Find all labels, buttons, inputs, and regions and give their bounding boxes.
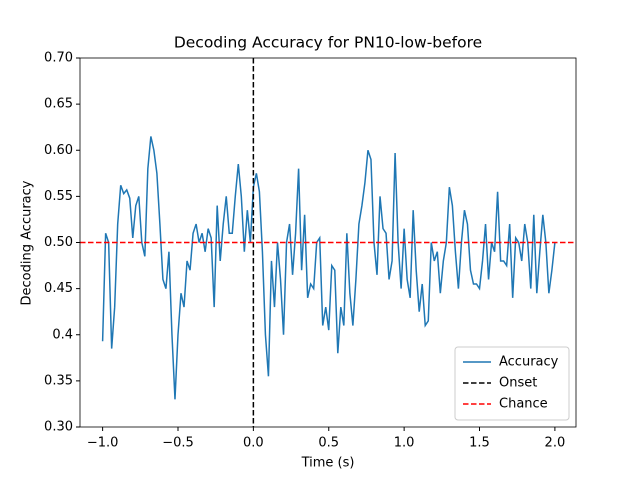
- y-tick-label: 0.45: [44, 281, 73, 296]
- x-tick-label: 2.0: [545, 436, 566, 451]
- legend-label: Onset: [499, 376, 537, 391]
- x-tick-label: −0.5: [162, 436, 194, 451]
- plot-frame: [79, 57, 577, 428]
- y-tick-label: 0.55: [44, 189, 73, 204]
- legend-box: [454, 346, 570, 421]
- chart-title: Decoding Accuracy for PN10-low-before: [174, 34, 482, 52]
- y-tick-label: 0.4: [52, 327, 73, 342]
- line-series: [101, 136, 556, 400]
- y-tick-label: 0.30: [44, 420, 73, 435]
- x-tick-label: −1.0: [87, 436, 119, 451]
- y-tick-label: 0.65: [44, 97, 73, 112]
- legend-label: Chance: [499, 397, 548, 412]
- x-tick-label: 0.0: [243, 436, 264, 451]
- legend-label: Accuracy: [499, 355, 559, 370]
- y-tick-label: 0.60: [44, 143, 73, 158]
- x-tick-label: 1.0: [394, 436, 415, 451]
- y-tick-label: 0.50: [44, 235, 73, 250]
- y-tick-label: 0.35: [44, 373, 73, 388]
- y-tick-label: 0.70: [44, 51, 73, 66]
- y-axis-label: Decoding Accuracy: [20, 180, 35, 305]
- x-tick-label: 1.5: [469, 436, 490, 451]
- x-tick-label: 0.5: [318, 436, 339, 451]
- x-axis-label: Time (s): [301, 456, 355, 471]
